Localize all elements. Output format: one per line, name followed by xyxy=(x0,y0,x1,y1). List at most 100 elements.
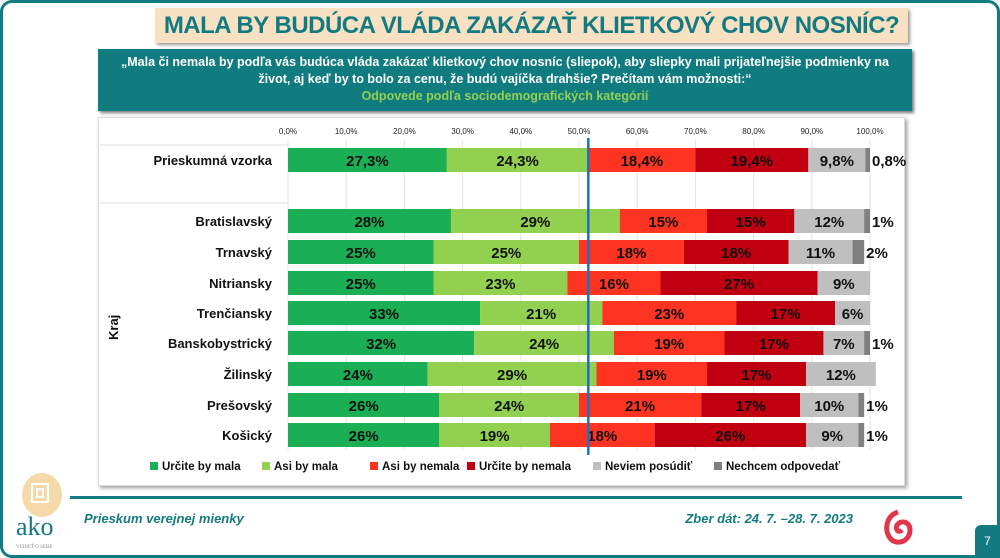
data-label: 17% xyxy=(771,306,801,323)
data-label: 24% xyxy=(529,336,559,353)
row-label: Nitriansky xyxy=(209,276,273,291)
data-label: 21% xyxy=(526,306,556,323)
legend-swatch xyxy=(714,462,722,470)
data-label: 17% xyxy=(759,336,789,353)
row-label: Trenčiansky xyxy=(197,306,273,321)
data-label: 12% xyxy=(814,214,844,231)
bar-segment xyxy=(433,271,568,295)
data-label: 24% xyxy=(494,398,524,415)
x-tick-label: 60,0% xyxy=(626,127,649,136)
bar-segment xyxy=(288,148,447,172)
data-label: 18,4% xyxy=(621,153,664,170)
data-label: 1% xyxy=(872,214,894,231)
bar-segment xyxy=(707,362,806,386)
bar-segment xyxy=(427,362,597,386)
bar-segment xyxy=(549,423,655,447)
data-label: 16% xyxy=(599,276,629,293)
legend-label: Asi by mala xyxy=(274,461,339,473)
legend-swatch xyxy=(262,462,270,470)
legend-label: Neviem posúdiť xyxy=(605,461,693,473)
bar-segment xyxy=(724,331,824,355)
data-label: 21% xyxy=(625,398,655,415)
bar-segment xyxy=(619,209,708,233)
data-label: 19,4% xyxy=(731,153,774,170)
question-text: „Mala či nemala by podľa vás budúca vlád… xyxy=(121,55,889,86)
data-label: 26% xyxy=(349,428,379,445)
bar-segment xyxy=(852,240,865,264)
x-tick-label: 10,0% xyxy=(335,127,358,136)
data-label: 0,8% xyxy=(872,153,906,170)
data-label: 25% xyxy=(346,245,376,262)
bar-segment xyxy=(596,362,708,386)
stv-logo xyxy=(880,508,916,553)
row-label: Košický xyxy=(222,428,273,443)
bar-segment xyxy=(788,240,853,264)
bar-segment xyxy=(823,331,865,355)
x-tick-label: 50,0% xyxy=(568,127,591,136)
svg-text:VEDIEŤ O SEBE: VEDIEŤ O SEBE xyxy=(16,544,52,550)
data-label: 12% xyxy=(826,367,856,384)
data-label: 18% xyxy=(587,428,617,445)
data-label: 7% xyxy=(833,336,855,353)
subtitle: Odpovede podľa sociodemografických kateg… xyxy=(361,89,649,103)
bar-segment xyxy=(288,331,475,355)
legend-swatch xyxy=(467,462,475,470)
bar-segment xyxy=(736,301,836,325)
data-label: 15% xyxy=(736,214,766,231)
bar-segment xyxy=(805,423,859,447)
data-label: 29% xyxy=(520,214,550,231)
footer-date: Zber dát: 24. 7. –28. 7. 2023 xyxy=(685,511,853,526)
data-label: 25% xyxy=(346,276,376,293)
bar-segment xyxy=(865,148,870,172)
page-title: MALA BY BUDÚCA VLÁDA ZAKÁZAŤ KLIETKOVÝ C… xyxy=(155,8,908,43)
data-label: 23% xyxy=(654,306,684,323)
ako-logo: ako VEDIEŤ O SEBE xyxy=(12,470,72,550)
bar-segment xyxy=(858,423,865,447)
data-label: 19% xyxy=(480,428,510,445)
data-label: 2% xyxy=(866,245,888,262)
legend-label: Určite by nemala xyxy=(479,461,572,473)
data-label: 1% xyxy=(866,398,888,415)
data-label: 18% xyxy=(721,245,751,262)
data-label: 6% xyxy=(842,306,864,323)
bar-segment xyxy=(602,301,737,325)
bar-segment xyxy=(707,209,795,233)
bar-segment xyxy=(808,148,866,172)
bar-segment xyxy=(450,209,620,233)
bar-segment xyxy=(579,240,684,264)
data-label: 29% xyxy=(497,367,527,384)
bar-segment xyxy=(446,148,589,172)
data-label: 18% xyxy=(616,245,646,262)
data-label: 27,3% xyxy=(346,153,389,170)
bar-segment xyxy=(588,148,696,172)
bar-segment xyxy=(288,393,440,417)
row-label: Bratislavský xyxy=(195,214,272,229)
bar-segment xyxy=(439,393,579,417)
data-label: 25% xyxy=(491,245,521,262)
data-label: 33% xyxy=(369,306,399,323)
legend-label: Nechcem odpovedať xyxy=(726,461,841,473)
bar-segment xyxy=(579,393,702,417)
data-label: 9,8% xyxy=(820,153,854,170)
bar-segment xyxy=(800,393,859,417)
bar-segment xyxy=(433,240,579,264)
legend-swatch xyxy=(593,462,601,470)
footer-left-text: Prieskum verejnej mienky xyxy=(84,511,244,526)
group-label: Kraj xyxy=(106,315,121,340)
x-tick-label: 70,0% xyxy=(684,127,707,136)
bar-segment xyxy=(288,209,451,233)
bar-segment xyxy=(817,271,870,295)
data-label: 27% xyxy=(724,276,754,293)
legend-label: Určite by mala xyxy=(162,461,241,473)
bar-segment xyxy=(695,148,809,172)
bar-segment xyxy=(683,240,789,264)
row-label: Trnavský xyxy=(216,245,273,260)
bar-segment xyxy=(439,423,550,447)
x-tick-label: 20,0% xyxy=(393,127,416,136)
page-number: 7 xyxy=(975,525,1000,558)
footer-divider xyxy=(70,496,962,499)
x-tick-label: 90,0% xyxy=(800,127,823,136)
bar-segment xyxy=(474,331,614,355)
x-tick-label: 0,0% xyxy=(279,127,297,136)
